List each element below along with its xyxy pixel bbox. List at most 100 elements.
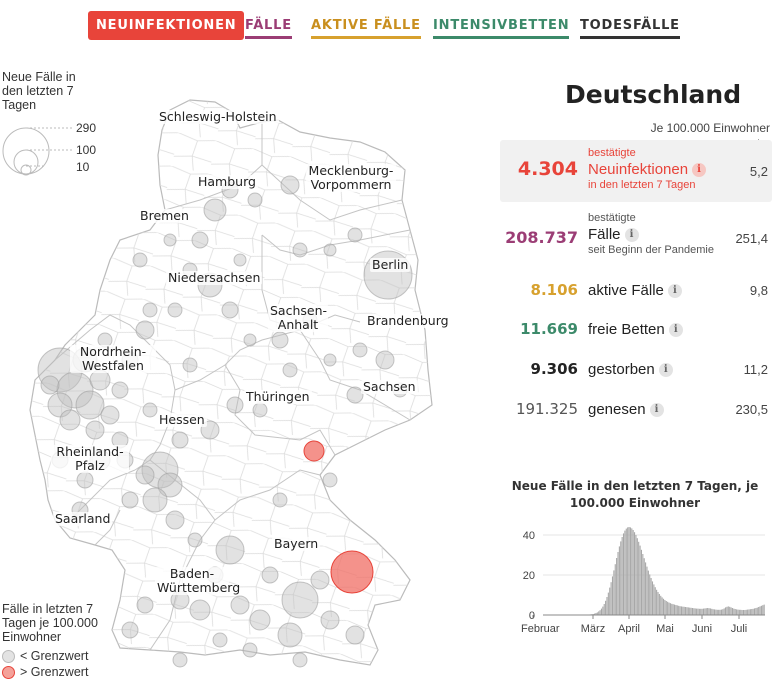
- chart-bar: [662, 598, 665, 615]
- chart-bar: [686, 607, 688, 615]
- case-bubble: [136, 596, 154, 614]
- size-legend-title: Neue Fälle in den letzten 7 Tagen: [2, 70, 76, 112]
- chart-bar: [727, 606, 729, 615]
- case-bubble: [233, 253, 247, 267]
- case-bubble: [277, 622, 303, 648]
- chart-bar: [654, 587, 656, 615]
- chart-bar: [689, 607, 691, 615]
- chart-bar: [665, 601, 667, 615]
- case-bubble: [271, 331, 289, 349]
- case-bubble: [135, 465, 155, 485]
- chart-bar: [606, 597, 608, 615]
- case-bubble: [323, 243, 337, 257]
- gestorben-number: 9.306: [530, 360, 578, 378]
- color-legend: Fälle in letzten 7 Tagen je 100.000 Einw…: [2, 602, 112, 679]
- chart-title: Neue Fälle in den letzten 7 Tagen, je 10…: [511, 479, 759, 510]
- label-niedersachsen: Niedersachsen: [166, 270, 263, 285]
- chart-bar: [734, 609, 736, 615]
- chart-bar: [616, 558, 618, 615]
- freie-betten-text: freie Betten i: [588, 320, 683, 339]
- chart-bar: [694, 608, 696, 615]
- case-bubble: [187, 532, 203, 548]
- country-title: Deutschland: [565, 80, 742, 109]
- chart-bar: [598, 611, 600, 615]
- chart-bar: [624, 530, 626, 615]
- chart-bar: [599, 610, 601, 615]
- chart-bar: [742, 610, 745, 615]
- red-dot-icon: [2, 665, 15, 679]
- tab-bar: NEUINFEKTIONEN FÄLLE AKTIVE FÄLLE INTENS…: [0, 10, 780, 42]
- case-bubble: [249, 609, 271, 631]
- case-bubble: [182, 357, 198, 373]
- chart-bar: [751, 609, 753, 615]
- cases-chart: 0 20 40 Februar März April Mai Juni Juli: [521, 527, 765, 635]
- legend-below-label: < Grenzwert: [20, 649, 89, 663]
- chart-bar: [628, 527, 630, 615]
- info-icon[interactable]: i: [668, 323, 683, 337]
- chart-bar: [720, 609, 722, 615]
- case-bubble: [100, 405, 120, 425]
- chart-bar: [762, 605, 764, 615]
- chart-bar: [657, 592, 659, 615]
- chart-bar: [701, 608, 703, 615]
- case-bubble: [323, 353, 337, 367]
- chart-bar: [678, 605, 680, 615]
- case-bubble: [203, 198, 227, 222]
- chart-bar: [741, 610, 743, 615]
- chart-bar: [760, 605, 762, 615]
- info-icon[interactable]: i: [692, 163, 707, 177]
- label-saarland: Saarland: [53, 511, 113, 526]
- tab-intensivbetten[interactable]: INTENSIVBETTEN: [433, 18, 570, 39]
- size-legend-10: 10: [76, 160, 90, 174]
- case-bubble: [280, 175, 300, 195]
- chart-bar: [629, 527, 631, 615]
- chart-bar: [759, 606, 761, 615]
- case-bubble: [282, 362, 298, 378]
- chart-bar: [634, 532, 636, 615]
- chart-bar: [672, 604, 674, 615]
- info-icon[interactable]: i: [658, 363, 673, 377]
- case-bubble: [247, 192, 263, 208]
- chart-bar: [748, 609, 750, 615]
- case-bubble-above-threshold: [303, 440, 325, 462]
- chart-bar: [700, 608, 702, 615]
- case-bubble: [132, 252, 148, 268]
- y-tick-label: 0: [529, 610, 535, 622]
- neuinfektionen-number: 4.304: [517, 158, 578, 180]
- chart-bar: [719, 609, 721, 615]
- chart-bar: [758, 607, 760, 615]
- chart-bar: [603, 604, 605, 615]
- faelle-number: 208.737: [505, 228, 578, 247]
- chart-bar: [697, 608, 699, 615]
- case-bubble: [322, 472, 338, 488]
- chart-bar: [650, 578, 652, 615]
- info-icon[interactable]: i: [624, 228, 639, 242]
- chart-bar: [639, 545, 641, 615]
- chart-bar: [649, 574, 651, 615]
- chart-bar: [691, 608, 694, 615]
- case-bubble: [347, 227, 363, 243]
- case-bubble: [230, 595, 250, 615]
- label-rheinland-pfalz: Rheinland-Pfalz: [51, 445, 129, 473]
- case-bubble: [85, 420, 105, 440]
- chart-bar: [667, 601, 669, 615]
- tab-todesfaelle[interactable]: TODESFÄLLE: [580, 18, 680, 39]
- chart-bar: [658, 594, 660, 615]
- info-icon[interactable]: i: [649, 403, 664, 417]
- chart-bar: [747, 609, 749, 615]
- chart-bar: [627, 527, 629, 615]
- case-bubble: [165, 510, 185, 530]
- case-bubble: [352, 342, 368, 358]
- chart-bar: [753, 608, 756, 615]
- chart-bar: [638, 541, 640, 615]
- chart-bar: [622, 533, 625, 615]
- chart-bar: [745, 609, 747, 615]
- tab-aktive-faelle[interactable]: AKTIVE FÄLLE: [311, 18, 421, 39]
- label-nordrhein-westfalen: Nordrhein-Westfalen: [70, 345, 156, 373]
- chart-bar: [602, 606, 604, 615]
- case-bubble-above-threshold: [330, 550, 374, 594]
- info-icon[interactable]: i: [667, 284, 682, 298]
- tab-faelle[interactable]: FÄLLE: [245, 18, 292, 39]
- label-bremen: Bremen: [138, 208, 191, 223]
- tab-neuinfektionen[interactable]: NEUINFEKTIONEN: [88, 11, 245, 40]
